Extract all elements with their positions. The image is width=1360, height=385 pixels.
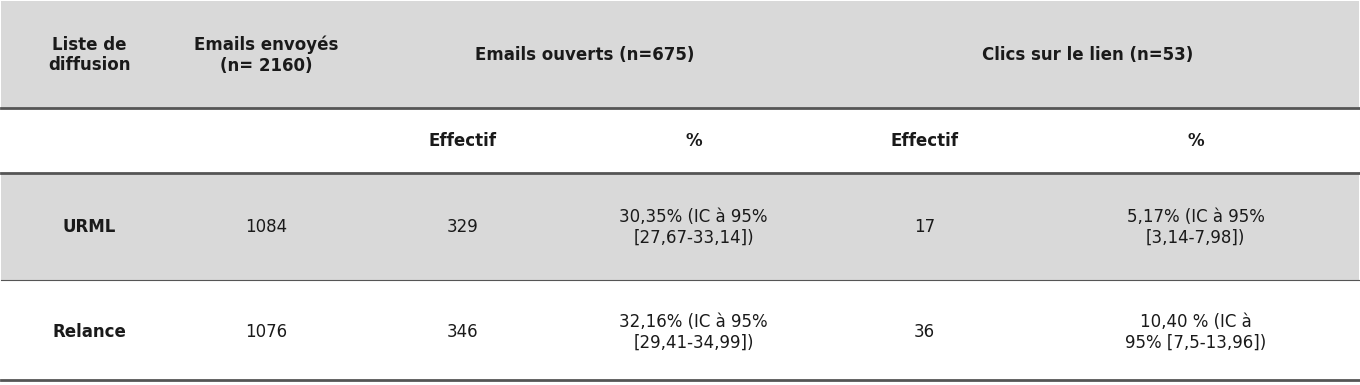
Text: Emails envoyés
(n= 2160): Emails envoyés (n= 2160) [194,35,339,75]
Text: 32,16% (IC à 95%
[29,41-34,99]): 32,16% (IC à 95% [29,41-34,99]) [619,313,768,352]
Bar [1,109,1359,173]
Text: 36: 36 [914,323,934,341]
Text: Emails ouverts (n=675): Emails ouverts (n=675) [475,46,695,64]
Text: 1076: 1076 [245,323,287,341]
Text: Clics sur le lien (n=53): Clics sur le lien (n=53) [982,46,1193,64]
Bar [1,280,1359,383]
Text: %: % [685,132,702,150]
Text: 1084: 1084 [245,218,287,236]
Text: 329: 329 [447,218,479,236]
Text: URML: URML [63,218,117,236]
Text: 5,17% (IC à 95%
[3,14-7,98]): 5,17% (IC à 95% [3,14-7,98]) [1127,208,1265,246]
Text: Effectif: Effectif [891,132,959,150]
Text: %: % [1187,132,1204,150]
Text: Effectif: Effectif [428,132,496,150]
Bar [1,173,1359,280]
Text: 17: 17 [914,218,934,236]
Text: 30,35% (IC à 95%
[27,67-33,14]): 30,35% (IC à 95% [27,67-33,14]) [619,208,768,246]
Text: Relance: Relance [53,323,126,341]
Text: 346: 346 [447,323,479,341]
Text: Liste de
diffusion: Liste de diffusion [49,35,131,74]
Text: 10,40 % (IC à
95% [7,5-13,96]): 10,40 % (IC à 95% [7,5-13,96]) [1125,313,1266,352]
Bar [1,2,1359,109]
